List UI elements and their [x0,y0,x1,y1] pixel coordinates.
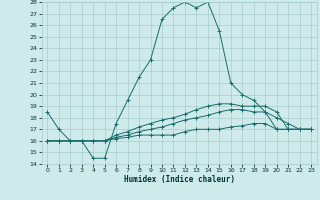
X-axis label: Humidex (Indice chaleur): Humidex (Indice chaleur) [124,175,235,184]
